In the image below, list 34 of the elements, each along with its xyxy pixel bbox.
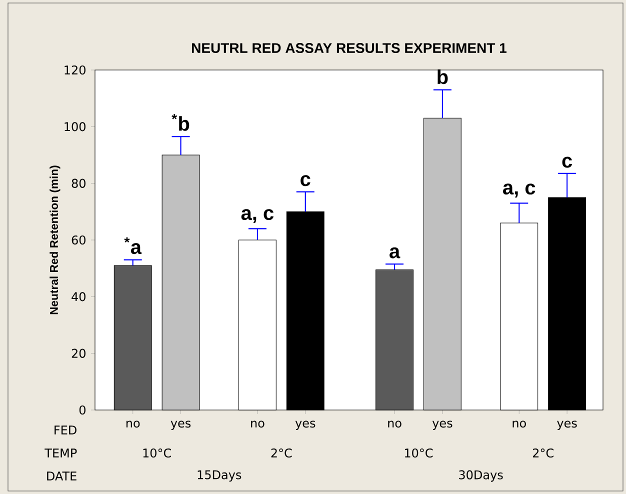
text: 2°C [532,448,554,458]
x-tick-label: yes [295,420,316,430]
chart-title: NEUTRL RED ASSAY RESULTS EXPERIMENT 1 [192,43,506,53]
text: 10°C [404,448,433,458]
annotation: a [390,247,400,258]
text: 2°C [271,448,292,458]
text: 30Days [459,470,503,482]
x-tick-label: yes [432,420,452,430]
y-tick-label: 40 [72,292,86,302]
y-tick-label: 60 [72,235,86,245]
x-tick-label: no [512,420,526,428]
annotation: $^{*}$b [172,114,190,131]
y-tick-label: 0 [79,405,86,415]
y-tick-label: 100 [64,122,86,132]
annotation: $^{*}$a [124,237,142,254]
text: 15Days [198,470,242,482]
y-tick-label: 80 [72,178,86,188]
y-tick-label: 20 [72,348,86,358]
x-tick-label: yes [557,420,577,430]
text: TEMP [44,448,77,458]
x-tick-label: no [126,420,140,428]
annotation: a, c [241,209,274,223]
text: DATE [47,472,76,480]
annotation: c [300,175,310,186]
x-axis-title: FED [54,426,76,434]
y-tick-label: 120 [64,65,86,75]
text: 10°C [143,448,171,458]
annotation: c [562,156,572,168]
x-tick-label: no [251,420,264,428]
y-axis-title: Neutral Red Retention (min) [50,166,60,314]
annotation: a, c [503,184,536,198]
annotation: b [438,69,448,84]
x-tick-label: no [388,420,402,428]
x-tick-label: yes [170,420,191,430]
